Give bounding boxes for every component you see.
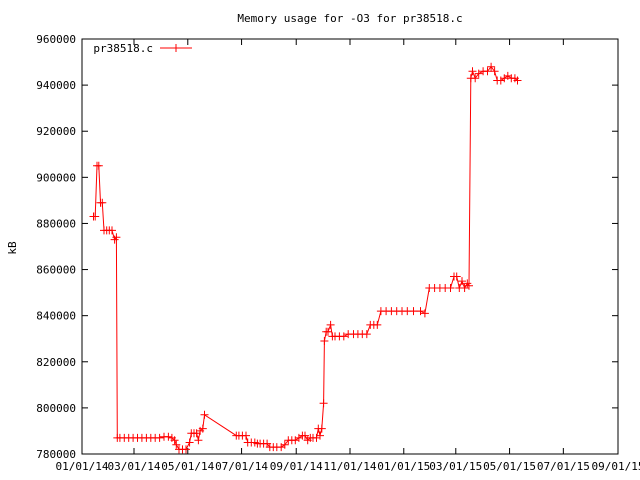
data-point <box>452 272 461 281</box>
data-point <box>155 433 164 442</box>
y-tick-label: 860000 <box>36 264 76 277</box>
x-tick-label: 05/01/15 <box>483 460 536 473</box>
x-tick-label: 09/01/14 <box>270 460 323 473</box>
x-tick-label: 03/01/15 <box>429 460 482 473</box>
data-point <box>172 440 181 449</box>
y-tick-label: 780000 <box>36 448 76 461</box>
data-point <box>280 440 289 449</box>
y-axis: 780000 800000 820000 840000 860000 880000 9000… <box>36 33 618 461</box>
data-point <box>94 161 103 170</box>
y-tick-label: 960000 <box>36 33 76 46</box>
data-point <box>460 284 469 292</box>
y-tick-label: 820000 <box>36 356 76 369</box>
y-tick-label: 940000 <box>36 79 76 92</box>
data-point <box>200 410 209 419</box>
y-tick-label: 880000 <box>36 217 76 230</box>
data-point <box>185 438 194 447</box>
data-point <box>301 431 309 440</box>
data-point <box>182 445 190 454</box>
data-point <box>317 424 326 433</box>
data-point <box>242 431 250 440</box>
x-tick-label: 05/01/14 <box>161 460 214 473</box>
y-axis-label: kB <box>6 241 19 255</box>
x-tick-label: 07/01/14 <box>215 460 268 473</box>
chart-title: Memory usage for -O3 for pr38518.c <box>237 12 462 25</box>
data-point <box>458 277 466 286</box>
x-tick-label: 03/01/14 <box>108 460 161 473</box>
data-point <box>198 424 207 433</box>
x-tick-label: 07/01/15 <box>537 460 590 473</box>
data-point <box>326 320 335 329</box>
data-point <box>362 330 371 339</box>
data-point <box>474 69 483 78</box>
data-point <box>339 332 348 341</box>
data-point <box>112 233 121 242</box>
x-axis: 01/01/14 03/01/14 05/01/14 07/01/14 09/01/14… <box>56 39 640 473</box>
y-tick-label: 920000 <box>36 125 76 138</box>
data-point <box>420 309 429 318</box>
data-point <box>416 307 425 316</box>
y-tick-label: 800000 <box>36 402 76 415</box>
y-tick-label: 840000 <box>36 310 76 323</box>
legend-marker <box>172 44 180 52</box>
data-point <box>487 62 496 71</box>
data-point <box>373 320 382 329</box>
data-point <box>471 74 480 83</box>
data-point <box>490 67 499 76</box>
data-point <box>465 281 473 290</box>
data-point <box>409 307 418 316</box>
data-point <box>91 212 100 221</box>
series-layer <box>89 62 522 454</box>
y-tick-label: 900000 <box>36 171 76 184</box>
data-point <box>108 226 116 235</box>
data-point <box>98 198 107 207</box>
x-tick-label: 01/01/15 <box>377 460 430 473</box>
data-point <box>316 431 324 440</box>
data-point <box>319 399 328 408</box>
data-point <box>483 67 492 76</box>
plot-frame <box>81 38 619 455</box>
x-tick-label: 09/01/15 <box>592 460 640 473</box>
data-point <box>164 432 173 441</box>
legend: pr38518.c <box>93 42 192 55</box>
data-point <box>320 337 329 345</box>
data-point <box>324 327 332 336</box>
data-point <box>170 436 179 445</box>
data-point <box>468 67 477 76</box>
legend-label: pr38518.c <box>93 42 153 55</box>
x-tick-label: 01/01/14 <box>56 460 109 473</box>
data-point <box>194 436 203 445</box>
x-tick-label: 11/01/14 <box>324 460 377 473</box>
data-point <box>446 284 455 292</box>
data-point <box>513 76 522 85</box>
